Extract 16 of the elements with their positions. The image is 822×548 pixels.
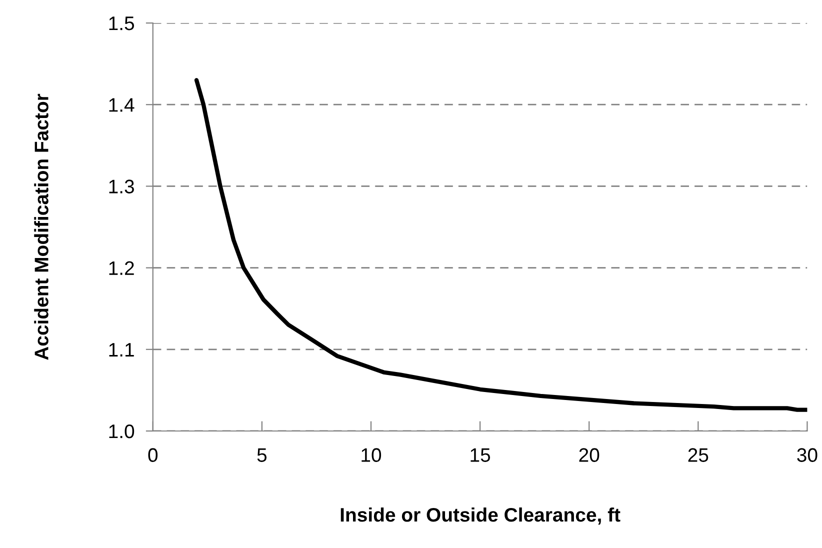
x-axis-title: Inside or Outside Clearance, ft [340,507,620,525]
line-series [194,78,808,412]
y-tick-label: 1.2 [109,261,134,275]
x-tick-label: 30 [797,448,818,462]
x-tick-label: 0 [148,448,158,462]
x-tick-label: 25 [688,448,708,462]
x-tick-label: 20 [579,448,600,462]
y-axis-title: Accident Modification Factor [34,94,48,360]
x-tick-label: 5 [257,448,267,462]
y-tick-label: 1.4 [109,98,134,112]
y-tick-label: 1.1 [109,343,134,356]
y-tick-label: 1.0 [109,424,134,438]
x-tick-label: 15 [470,448,490,462]
y-tick-label: 1.5 [109,16,134,30]
y-tick-label: 1.3 [109,180,134,194]
x-tick-label: 10 [362,448,382,462]
